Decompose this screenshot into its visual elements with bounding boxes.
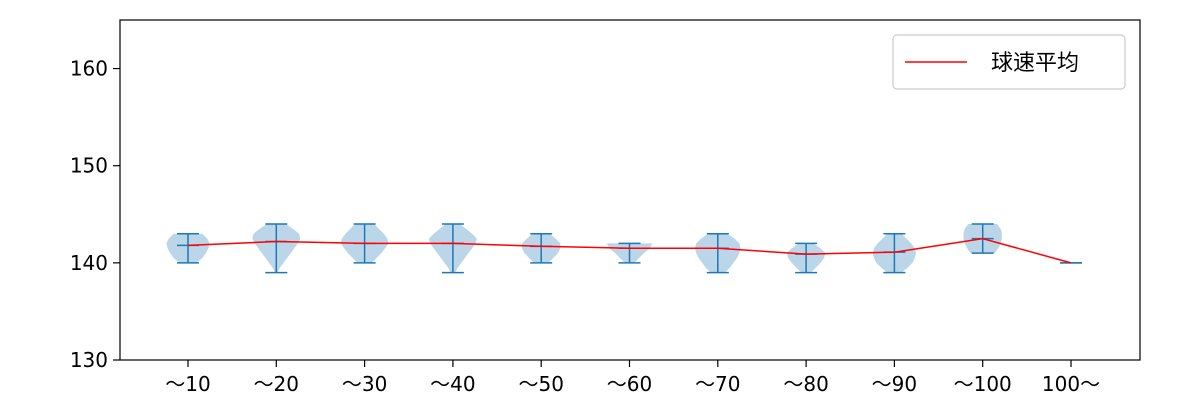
legend-label: 球速平均 (991, 51, 1079, 76)
violin-5 (522, 232, 561, 264)
y-tick-label: 150 (70, 154, 108, 178)
violin-9 (872, 232, 916, 274)
x-tick-label: 〜80 (783, 372, 828, 396)
violins-layer (166, 223, 1082, 274)
violin-8 (786, 242, 826, 274)
x-tick-label: 〜10 (165, 372, 210, 396)
legend: 球速平均 (892, 34, 1126, 90)
x-tick-label: 〜60 (607, 372, 652, 396)
violin-2 (252, 223, 301, 274)
legend-box (892, 34, 1126, 90)
series-line-1 (187, 237, 1072, 264)
x-tick-label: 〜70 (695, 372, 740, 396)
violin-1 (166, 232, 210, 264)
y-tick-label: 160 (70, 57, 108, 81)
x-tick-label: 〜100 (954, 372, 1012, 396)
x-tick-label: 100〜 (1042, 372, 1100, 396)
x-axis: 〜10 〜20 〜30 〜40 〜50 〜60 〜70 〜80 〜90 〜100 100〜 (165, 360, 1100, 396)
x-tick-label: 〜90 (872, 372, 917, 396)
x-tick-label: 〜30 (342, 372, 387, 396)
y-tick-label: 140 (70, 251, 108, 275)
x-tick-label: 〜40 (430, 372, 475, 396)
x-tick-label: 〜50 (518, 372, 563, 396)
line-layer (187, 237, 1072, 264)
y-axis: 130 140 150 160 (70, 57, 120, 372)
violin-4 (428, 223, 477, 274)
x-tick-label: 〜20 (254, 372, 299, 396)
violin-7 (695, 232, 741, 274)
violin-6 (606, 242, 653, 264)
y-tick-label: 130 (70, 348, 108, 372)
